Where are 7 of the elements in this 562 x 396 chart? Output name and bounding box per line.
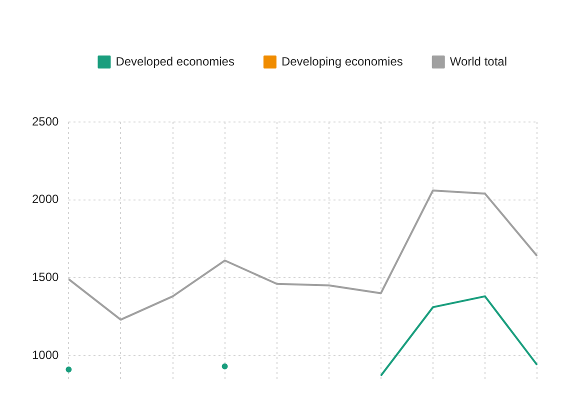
y-tick-label: 2500 bbox=[32, 114, 60, 128]
y-tick-label: 1500 bbox=[32, 270, 60, 284]
legend-label: Developing economies bbox=[281, 54, 403, 68]
y-tick-label: 1000 bbox=[32, 348, 60, 362]
legend-label: World total bbox=[450, 54, 508, 68]
legend-label: Developed economies bbox=[116, 54, 234, 68]
y-tick-label: 2000 bbox=[32, 192, 60, 206]
